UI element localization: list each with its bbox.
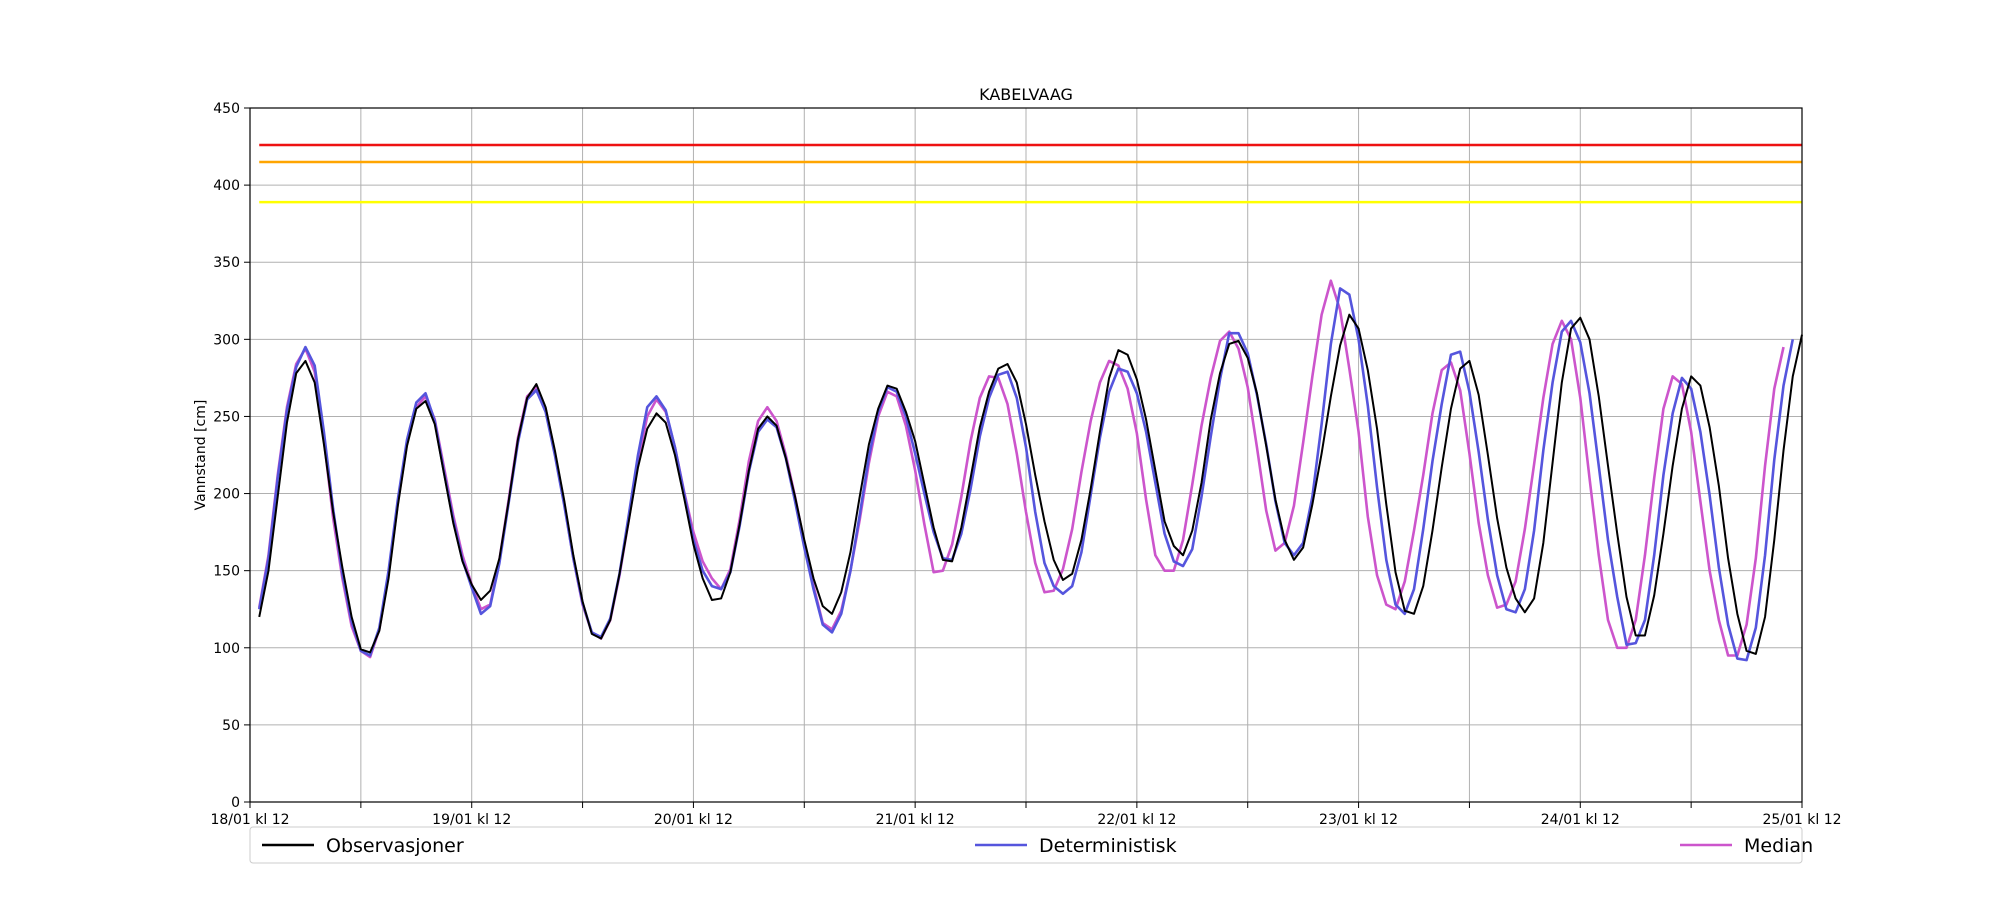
- y-axis-label: Vannstand [cm]: [193, 400, 209, 511]
- y-tick-label: 300: [213, 332, 240, 348]
- y-axis-ticks: 0 50 100 150 200 250 300 350 400 450: [213, 101, 250, 811]
- x-tick-label: 22/01 kl 12: [1097, 812, 1176, 828]
- legend-label: Deterministisk: [1039, 835, 1177, 857]
- legend-label: Median: [1744, 835, 1813, 857]
- x-tick-label: 19/01 kl 12: [432, 812, 511, 828]
- x-tick-label: 18/01 kl 12: [210, 812, 289, 828]
- x-axis-ticks: 18/01 kl 12 19/01 kl 12 20/01 kl 12 21/01 k…: [210, 802, 1842, 828]
- y-tick-label: 0: [231, 795, 240, 811]
- legend-item-deterministisk: Deterministisk: [975, 835, 1177, 857]
- y-tick-label: 200: [213, 487, 240, 503]
- x-tick-label: 23/01 kl 12: [1319, 812, 1398, 828]
- series-line-observasjoner: [258, 313, 1803, 655]
- x-tick-label: 25/01 kl 12: [1762, 812, 1841, 828]
- legend-item-observasjoner: Observasjoner: [262, 835, 464, 857]
- y-tick-label: 350: [213, 255, 240, 271]
- y-tick-label: 400: [213, 178, 240, 194]
- y-tick-label: 50: [222, 718, 240, 734]
- series-lines: [257, 279, 1803, 662]
- y-tick-label: 150: [213, 564, 240, 580]
- threshold-lines: [259, 143, 1802, 204]
- y-tick-label: 450: [213, 101, 240, 117]
- x-tick-label: 20/01 kl 12: [654, 812, 733, 828]
- legend-item-median: Median: [1680, 835, 1813, 857]
- legend-label: Observasjoner: [326, 835, 464, 857]
- x-tick-label: 21/01 kl 12: [876, 812, 955, 828]
- legend: Observasjoner Deterministisk Median: [249, 826, 1813, 864]
- chart-title: KABELVAAG: [979, 85, 1073, 104]
- series-line-median: [257, 279, 1785, 659]
- y-tick-label: 250: [213, 409, 240, 425]
- y-tick-label: 100: [213, 641, 240, 657]
- x-tick-label: 24/01 kl 12: [1541, 812, 1620, 828]
